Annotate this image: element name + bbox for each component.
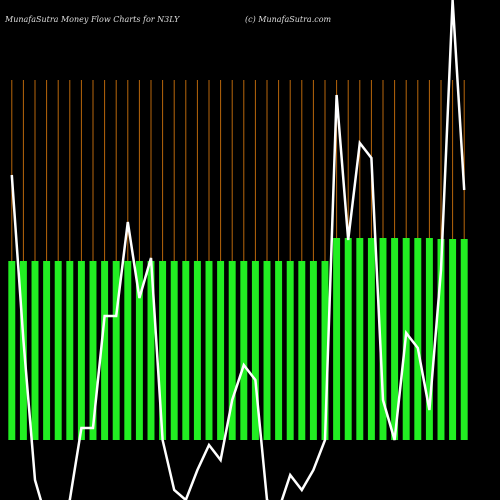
bar [240,261,248,440]
bar [66,261,74,440]
bar [217,261,225,440]
bar [101,261,109,440]
bar [367,238,375,440]
bar [228,261,236,440]
money-flow-line [10,0,466,500]
chart-subtitle: (c) MunafaSutra.com [245,15,332,24]
bar [298,261,306,440]
bar [333,238,341,440]
bar [43,261,51,440]
bar [286,261,294,440]
bar [112,261,120,440]
bar [8,261,16,440]
bar [344,238,352,440]
bar [356,238,364,440]
bar [425,238,433,440]
bar [31,261,39,440]
bar [147,261,155,440]
bar [321,261,329,440]
bar [205,261,213,440]
bar [89,261,97,440]
bar [275,261,283,440]
bar [391,238,399,440]
bar [135,261,143,440]
bar [460,239,468,440]
bar [159,261,167,440]
chart-title: MunafaSutra Money Flow Charts for N3LY [4,15,180,24]
bar [263,261,271,440]
bar [182,261,190,440]
bar [193,261,201,440]
bar [124,261,132,440]
bar [251,261,259,440]
bar [170,261,178,440]
bar [414,238,422,440]
bar [437,239,445,440]
bar [54,261,62,440]
bar [309,261,317,440]
bar [77,261,85,440]
bar [449,239,457,440]
bar [379,238,387,440]
